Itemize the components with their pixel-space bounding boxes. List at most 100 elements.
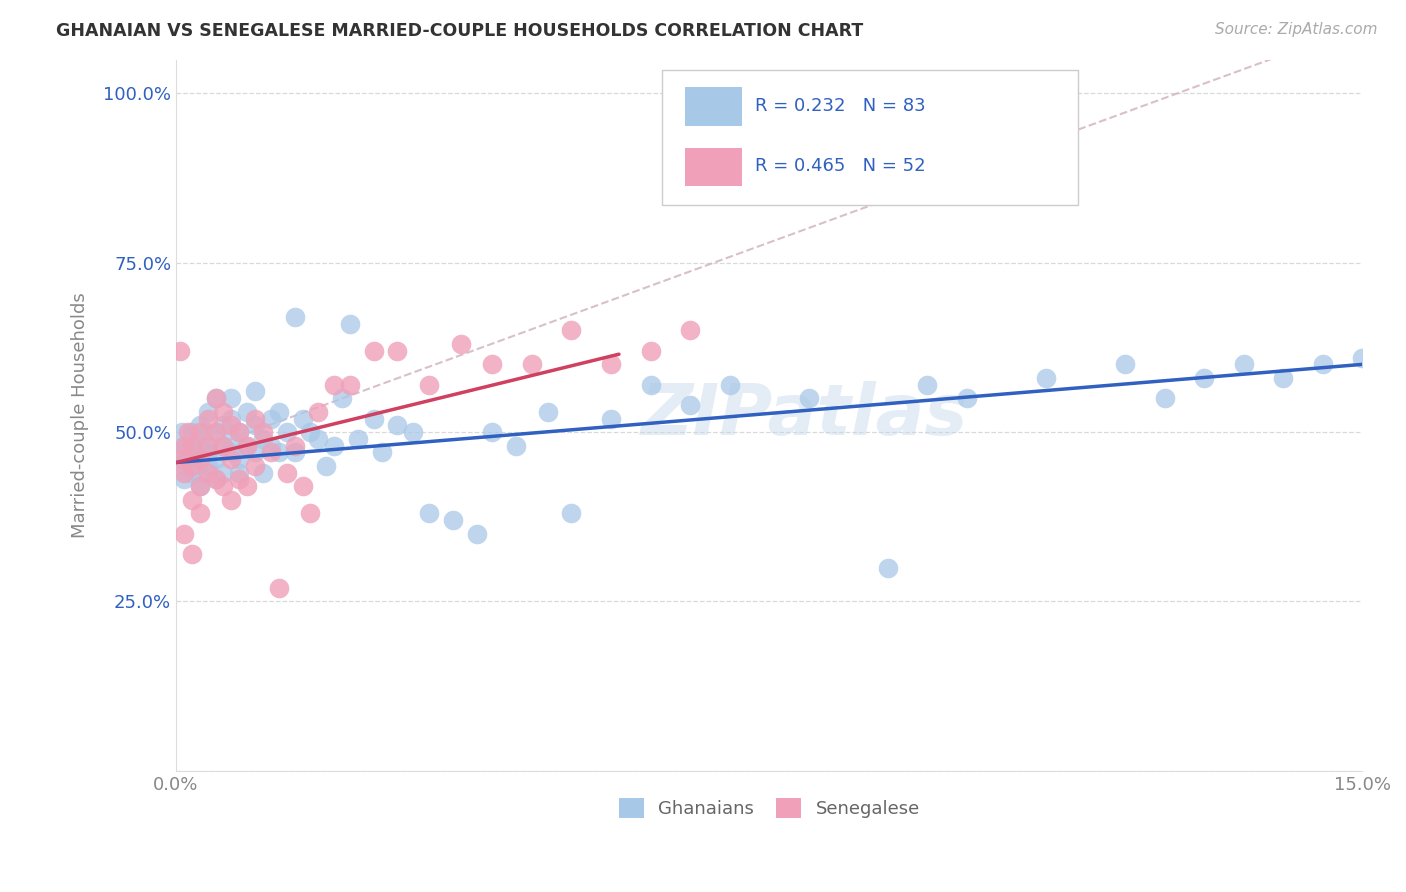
Point	[212, 418, 235, 433]
Point	[956, 391, 979, 405]
Point	[243, 458, 266, 473]
Point	[1114, 357, 1136, 371]
Point	[1272, 371, 1295, 385]
Point	[291, 411, 314, 425]
Point	[307, 405, 329, 419]
Point	[797, 391, 820, 405]
Point	[560, 324, 582, 338]
Text: R = 0.465   N = 52: R = 0.465 N = 52	[755, 157, 925, 175]
Point	[418, 377, 440, 392]
Point	[212, 439, 235, 453]
Point	[169, 343, 191, 358]
Point	[204, 391, 226, 405]
Point	[299, 506, 322, 520]
Point	[180, 458, 202, 473]
Point	[284, 445, 307, 459]
Point	[228, 473, 250, 487]
Point	[917, 377, 939, 392]
Point	[228, 425, 250, 439]
Point	[260, 439, 283, 453]
Point	[560, 506, 582, 520]
Point	[188, 452, 211, 467]
Point	[228, 452, 250, 467]
Point	[204, 425, 226, 439]
Point	[221, 432, 243, 446]
Point	[347, 432, 370, 446]
Point	[212, 405, 235, 419]
Point	[221, 411, 243, 425]
Point	[173, 439, 195, 453]
Point	[204, 425, 226, 439]
Y-axis label: Married-couple Households: Married-couple Households	[72, 293, 89, 538]
Point	[640, 343, 662, 358]
Point	[173, 458, 195, 473]
Point	[212, 466, 235, 480]
Point	[299, 425, 322, 439]
Point	[173, 466, 195, 480]
Text: Source: ZipAtlas.com: Source: ZipAtlas.com	[1215, 22, 1378, 37]
Point	[387, 343, 409, 358]
Point	[323, 377, 346, 392]
Point	[180, 466, 202, 480]
Point	[370, 445, 392, 459]
Point	[243, 445, 266, 459]
Point	[1312, 357, 1334, 371]
Point	[1351, 351, 1374, 365]
Point	[197, 439, 219, 453]
Point	[188, 418, 211, 433]
Point	[236, 439, 259, 453]
Point	[1194, 371, 1216, 385]
Point	[184, 432, 207, 446]
Point	[173, 473, 195, 487]
Point	[260, 411, 283, 425]
Point	[363, 411, 385, 425]
Point	[180, 425, 202, 439]
Point	[236, 439, 259, 453]
Point	[172, 452, 194, 467]
Point	[276, 425, 298, 439]
Point	[267, 581, 290, 595]
Point	[188, 452, 211, 467]
Point	[481, 357, 503, 371]
Point	[197, 458, 219, 473]
Point	[465, 526, 488, 541]
Point	[180, 445, 202, 459]
Point	[188, 506, 211, 520]
Point	[173, 439, 195, 453]
Point	[188, 425, 211, 439]
Point	[520, 357, 543, 371]
Point	[236, 479, 259, 493]
Point	[243, 411, 266, 425]
Point	[441, 513, 464, 527]
Legend: Ghanaians, Senegalese: Ghanaians, Senegalese	[612, 790, 927, 826]
Point	[339, 317, 361, 331]
Point	[204, 473, 226, 487]
FancyBboxPatch shape	[662, 70, 1078, 205]
Point	[180, 492, 202, 507]
FancyBboxPatch shape	[685, 87, 742, 126]
Point	[718, 377, 741, 392]
Point	[221, 452, 243, 467]
FancyBboxPatch shape	[685, 148, 742, 186]
Point	[330, 391, 353, 405]
Point	[402, 425, 425, 439]
Point	[323, 439, 346, 453]
Text: GHANAIAN VS SENEGALESE MARRIED-COUPLE HOUSEHOLDS CORRELATION CHART: GHANAIAN VS SENEGALESE MARRIED-COUPLE HO…	[56, 22, 863, 40]
Point	[169, 445, 191, 459]
Point	[177, 452, 200, 467]
Point	[172, 425, 194, 439]
Point	[173, 526, 195, 541]
Point	[600, 411, 623, 425]
Point	[197, 439, 219, 453]
Point	[180, 439, 202, 453]
Point	[267, 405, 290, 419]
Point	[481, 425, 503, 439]
Point	[197, 405, 219, 419]
Point	[228, 466, 250, 480]
Point	[877, 560, 900, 574]
Point	[267, 445, 290, 459]
Point	[679, 324, 702, 338]
Point	[600, 357, 623, 371]
Point	[387, 418, 409, 433]
Point	[180, 547, 202, 561]
